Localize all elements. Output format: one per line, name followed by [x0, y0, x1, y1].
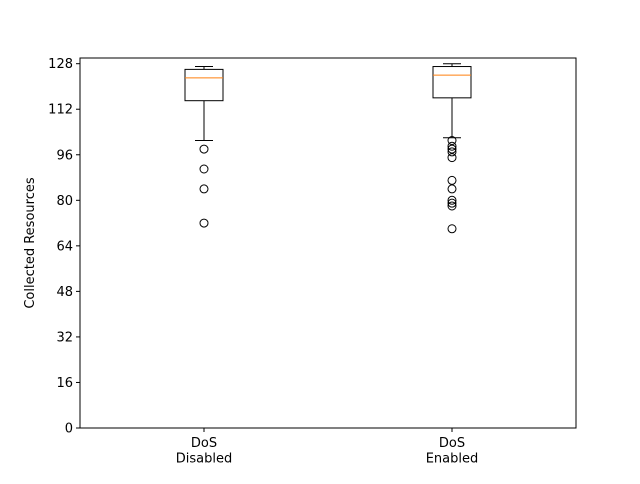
y-axis-ticks: 0 16 32 48 64 80 96 112 128 [48, 57, 80, 437]
outlier-point [447, 224, 457, 234]
box-group [184, 66, 224, 228]
outlier-point [447, 144, 457, 154]
outlier-point [447, 201, 457, 211]
outlier-point [447, 136, 457, 146]
y-tick-label: 64 [56, 239, 73, 254]
x-tick-label: DoS Disabled [176, 436, 232, 467]
x-tick-label: DoS Enabled [426, 436, 479, 467]
outlier-point [199, 144, 209, 154]
x-tick-label-line: DoS [439, 436, 465, 451]
y-axis-label: Collected Resources [23, 177, 38, 308]
outlier-point [199, 218, 209, 228]
y-tick-label: 112 [48, 103, 73, 118]
outlier-point [447, 153, 457, 163]
outlier-point [447, 184, 457, 194]
x-tick-label-line: Disabled [176, 452, 232, 467]
y-tick-label: 128 [48, 57, 73, 72]
y-tick-label: 32 [56, 330, 73, 345]
y-tick-label: 48 [56, 285, 73, 300]
y-tick-label: 16 [56, 376, 73, 391]
outlier-point [447, 198, 457, 208]
outlier-point [199, 164, 209, 174]
outlier-point [447, 147, 457, 157]
outlier-point [447, 175, 457, 185]
outlier-point [199, 184, 209, 194]
axes-frame [79, 57, 577, 429]
outlier-point [447, 195, 457, 205]
y-tick-label: 80 [56, 194, 73, 209]
iqr-box [184, 68, 224, 102]
box-group [432, 63, 472, 234]
y-tick-label: 0 [65, 422, 73, 437]
box-series [184, 63, 472, 234]
x-tick-label-line: Enabled [426, 452, 479, 467]
x-tick-label-line: DoS [191, 436, 217, 451]
y-tick-label: 96 [56, 148, 73, 163]
outlier-point [447, 141, 457, 151]
iqr-box [432, 66, 472, 99]
